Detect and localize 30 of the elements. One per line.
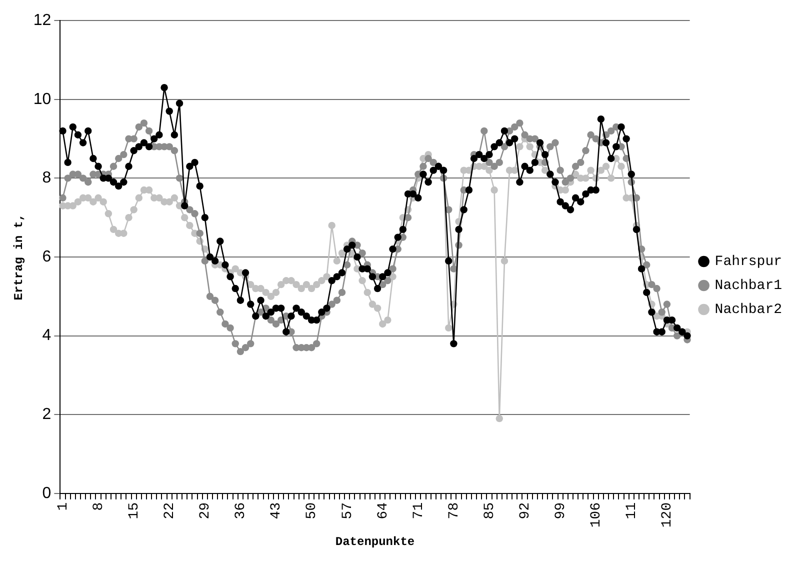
x-tick-label: 50 [304,502,320,520]
x-tick-label: 64 [375,502,392,520]
x-tick-label: 71 [410,502,427,520]
x-tick-label: 8 [90,502,107,511]
x-tick-label: 11 [624,502,640,520]
x-tick-label: 99 [553,502,570,520]
x-tick-label: 92 [517,502,534,520]
legend-label: Nachbar1 [714,278,782,294]
y-tick-label: 4 [42,327,52,344]
x-tick-label: 29 [198,502,214,520]
x-tick-label: 22 [162,502,178,520]
x-tick-label: 43 [268,502,285,520]
y-tick-label: 12 [33,12,52,30]
legend-label: Nachbar2 [714,302,782,318]
x-tick-label: 85 [482,502,498,520]
x-tick-label: 57 [340,502,356,520]
legend-label: Fahrspur [714,254,782,270]
x-tick-label: 120 [660,502,676,528]
x-tick-label: 36 [233,502,250,520]
x-tick-label: 106 [588,502,605,528]
y-tick-label: 6 [42,248,52,266]
y-tick-label: 2 [42,406,52,424]
y-tick-label: 10 [33,90,52,108]
x-axis-title: Datenpunkte [335,534,415,549]
x-tick-label: 78 [446,502,462,520]
y-tick-label: 8 [42,170,52,187]
x-tick-label: 1 [55,502,72,511]
y-axis-title: Ertrag in t, [12,214,26,300]
x-tick-label: 15 [126,502,143,520]
y-tick-label: 0 [42,484,52,502]
